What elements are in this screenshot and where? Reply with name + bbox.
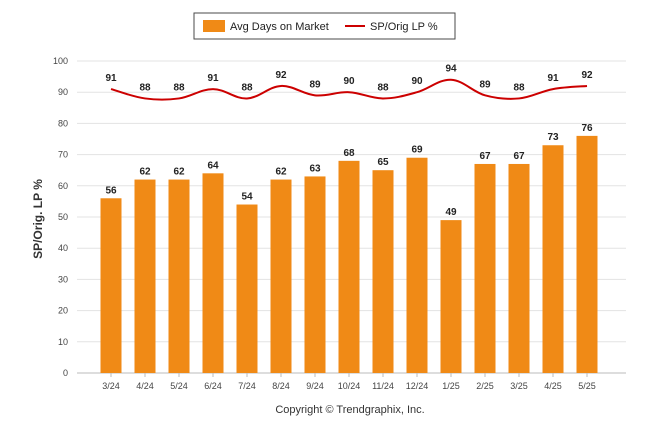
bar: [406, 157, 428, 373]
bar-value-label: 68: [343, 148, 355, 159]
bar-value-label: 67: [479, 151, 491, 162]
x-tick-labels: 3/24 4/24 5/24 6/24 7/24 8/24 9/24 10/24 11/24 12…: [102, 373, 596, 391]
line-value-labels: 91 88 88 91 88 92 89 90 88 90 94 89 88 91 92: [105, 64, 593, 94]
line-value-label: 88: [513, 82, 525, 93]
legend-box: [193, 12, 456, 40]
x-tick-label: 3/24: [102, 381, 120, 391]
bar-value-label: 63: [309, 163, 321, 174]
x-tick-label: 5/25: [578, 381, 596, 391]
x-tick-label: 5/24: [170, 381, 188, 391]
y-tick-labels: 0 10 20 30 40 50 60 70 80 90 100: [53, 56, 68, 378]
y-tick-label: 10: [58, 337, 68, 347]
line-value-label: 92: [581, 70, 593, 81]
line-value-label: 88: [139, 82, 151, 93]
copyright-footer: Copyright © Trendgraphix, Inc.: [275, 404, 424, 416]
y-tick-label: 40: [58, 243, 68, 253]
bar: [508, 163, 530, 373]
x-tick-label: 10/24: [338, 381, 361, 391]
bar: [542, 145, 564, 373]
bar: [372, 170, 394, 373]
y-tick-label: 60: [58, 181, 68, 191]
bar-value-label: 64: [207, 160, 219, 171]
line-value-label: 91: [207, 73, 219, 84]
bar: [236, 204, 258, 373]
legend-label-line: SP/Orig LP %: [370, 21, 438, 33]
bar: [440, 220, 462, 373]
bar-value-label: 56: [105, 185, 117, 196]
bar-value-labels: 56 62 62 64 54 62 63 68 65 69 49 67 67 73 76: [105, 123, 593, 218]
x-tick-label: 7/24: [238, 381, 256, 391]
line-value-label: 88: [377, 82, 389, 93]
x-tick-label: 11/24: [372, 381, 394, 391]
line-value-label: 88: [241, 82, 253, 93]
legend: Avg Days on Market SP/Orig LP %: [193, 12, 456, 40]
x-tick-label: 4/24: [136, 381, 154, 391]
bar: [270, 179, 292, 373]
y-tick-label: 50: [58, 212, 68, 222]
line-value-label: 90: [343, 76, 355, 87]
bar-value-label: 54: [241, 192, 253, 203]
bar: [304, 176, 326, 373]
x-tick-label: 3/25: [510, 381, 528, 391]
bar-value-label: 62: [275, 167, 287, 178]
x-tick-label: 8/24: [272, 381, 290, 391]
line-value-label: 88: [173, 82, 185, 93]
y-tick-label: 20: [58, 306, 68, 316]
bar-value-label: 65: [377, 157, 389, 168]
bars: [100, 135, 598, 373]
line-value-label: 89: [479, 79, 491, 90]
bar: [134, 179, 156, 373]
y-tick-label: 0: [63, 368, 68, 378]
bar-value-label: 76: [581, 123, 593, 134]
bar: [474, 163, 496, 373]
bar: [338, 160, 360, 373]
line-value-label: 91: [105, 73, 117, 84]
legend-label-bar: Avg Days on Market: [230, 21, 329, 33]
sp-orig-lp-line: [110, 78, 588, 101]
bar-value-label: 62: [139, 167, 151, 178]
bar: [202, 173, 224, 373]
x-tick-label: 12/24: [406, 381, 429, 391]
y-tick-label: 100: [53, 56, 68, 66]
x-tick-label: 6/24: [204, 381, 222, 391]
x-tick-label: 4/25: [544, 381, 562, 391]
bar-value-label: 67: [513, 151, 525, 162]
x-tick-label: 9/24: [306, 381, 324, 391]
line-value-label: 92: [275, 70, 287, 81]
bar-value-label: 49: [445, 207, 457, 218]
bar: [576, 135, 598, 373]
y-tick-label: 90: [58, 87, 68, 97]
line-value-label: 89: [309, 79, 321, 90]
line-value-label: 94: [445, 64, 457, 75]
line-value-label: 91: [547, 73, 559, 84]
y-tick-label: 30: [58, 274, 68, 284]
y-axis-label: SP/Orig. LP %: [31, 179, 45, 259]
bar: [168, 179, 190, 373]
x-tick-label: 2/25: [476, 381, 494, 391]
y-tick-label: 80: [58, 118, 68, 128]
bar: [100, 198, 122, 373]
legend-swatch-bar: [203, 20, 225, 32]
bar-value-label: 69: [411, 145, 423, 156]
line-value-label: 90: [411, 76, 423, 87]
y-tick-label: 70: [58, 150, 68, 160]
bar-value-label: 62: [173, 167, 185, 178]
bar-value-label: 73: [547, 132, 559, 143]
x-tick-label: 1/25: [442, 381, 460, 391]
